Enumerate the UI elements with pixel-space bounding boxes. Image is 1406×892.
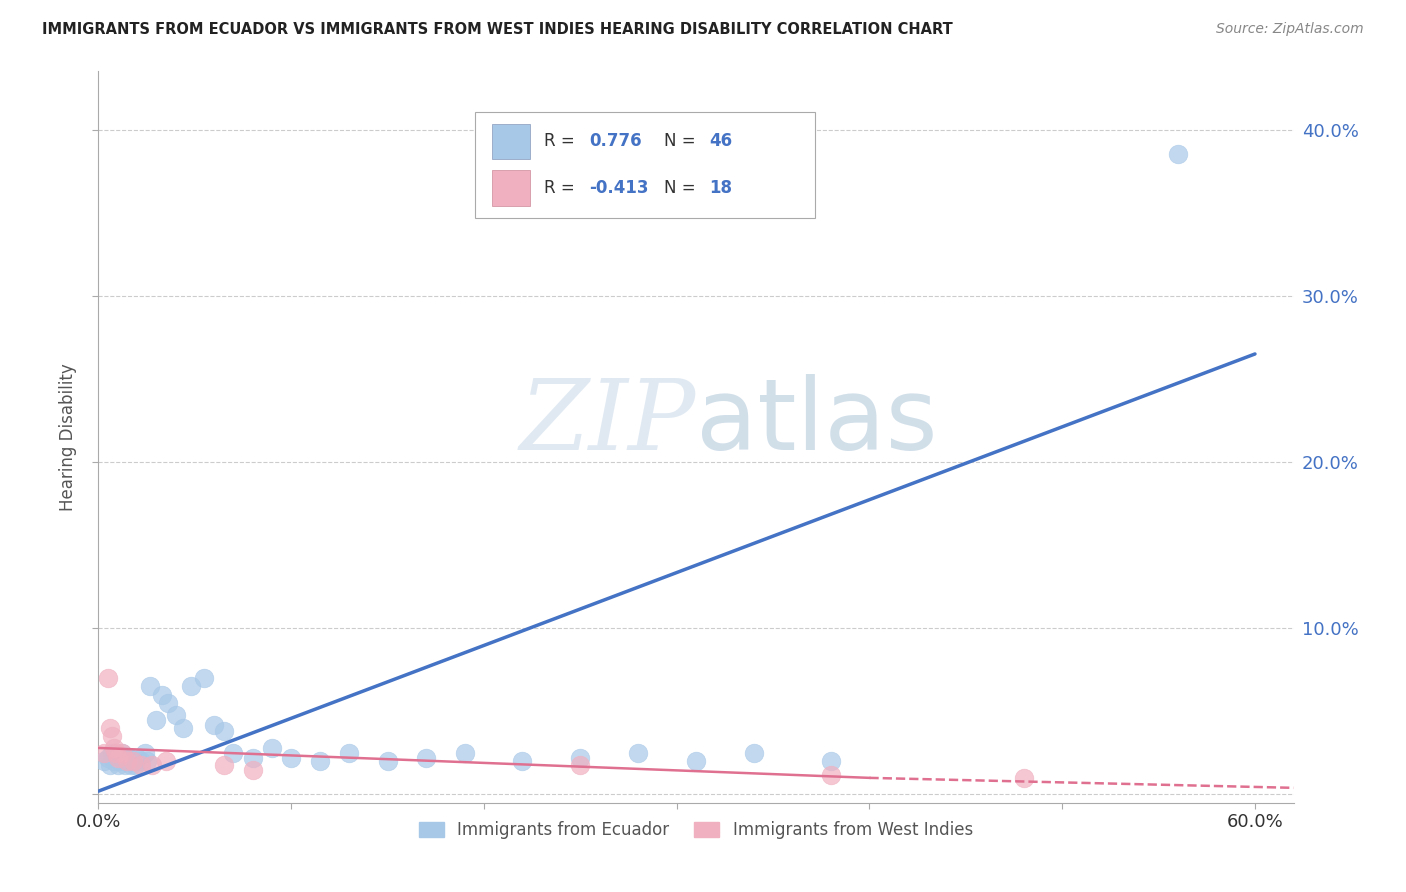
Text: -0.413: -0.413 xyxy=(589,179,650,197)
Point xyxy=(512,754,534,768)
Point xyxy=(820,754,842,768)
Bar xyxy=(492,170,530,205)
Point xyxy=(122,754,145,768)
Y-axis label: Hearing Disability: Hearing Disability xyxy=(59,363,77,511)
Point xyxy=(108,754,131,768)
Point xyxy=(172,721,194,735)
Text: IMMIGRANTS FROM ECUADOR VS IMMIGRANTS FROM WEST INDIES HEARING DISABILITY CORREL: IMMIGRANTS FROM ECUADOR VS IMMIGRANTS FR… xyxy=(42,22,953,37)
Point xyxy=(103,740,125,755)
Point xyxy=(193,671,215,685)
Point xyxy=(107,751,129,765)
Point xyxy=(1012,771,1035,785)
Point xyxy=(627,746,650,760)
Text: 0.776: 0.776 xyxy=(589,132,643,150)
Point xyxy=(260,740,283,755)
Point xyxy=(1167,147,1189,161)
Point xyxy=(155,754,177,768)
Point xyxy=(122,754,145,768)
Point xyxy=(309,754,332,768)
Point xyxy=(114,757,136,772)
Point xyxy=(212,724,235,739)
Text: ZIP: ZIP xyxy=(520,375,696,470)
Point xyxy=(212,757,235,772)
Point xyxy=(337,746,360,760)
Point xyxy=(104,751,127,765)
Point xyxy=(101,746,124,760)
Point xyxy=(569,751,592,765)
Point xyxy=(97,671,120,685)
Point xyxy=(124,757,146,772)
Point xyxy=(569,757,592,772)
Point xyxy=(97,751,120,765)
Point xyxy=(129,754,152,768)
Point xyxy=(104,746,127,760)
Point xyxy=(101,729,124,743)
Text: Source: ZipAtlas.com: Source: ZipAtlas.com xyxy=(1216,22,1364,37)
Point xyxy=(141,757,163,772)
Text: atlas: atlas xyxy=(696,374,938,471)
Text: N =: N = xyxy=(664,179,700,197)
Point xyxy=(117,754,139,768)
Point xyxy=(453,746,475,760)
Point xyxy=(180,680,202,694)
Point xyxy=(110,746,132,760)
FancyBboxPatch shape xyxy=(475,112,815,218)
Point xyxy=(377,754,399,768)
Text: R =: R = xyxy=(544,179,581,197)
Text: 18: 18 xyxy=(709,179,733,197)
Point xyxy=(118,751,141,765)
Point xyxy=(98,757,121,772)
Point xyxy=(135,754,157,768)
Point xyxy=(103,754,125,768)
Point xyxy=(117,754,139,768)
Point xyxy=(242,763,264,777)
Point xyxy=(742,746,765,760)
Point xyxy=(242,751,264,765)
Point xyxy=(415,751,437,765)
Point xyxy=(280,751,302,765)
Point xyxy=(98,721,121,735)
Text: 46: 46 xyxy=(709,132,733,150)
Point xyxy=(165,707,187,722)
Point xyxy=(93,754,115,768)
Point xyxy=(129,757,152,772)
Point xyxy=(139,680,162,694)
Point xyxy=(222,746,245,760)
Point xyxy=(107,757,129,772)
Text: N =: N = xyxy=(664,132,700,150)
Point xyxy=(820,767,842,781)
Point xyxy=(125,751,148,765)
Point xyxy=(110,746,132,760)
Point xyxy=(145,713,167,727)
Point xyxy=(120,757,142,772)
Point xyxy=(202,717,225,731)
Point xyxy=(685,754,707,768)
Point xyxy=(134,746,156,760)
Legend: Immigrants from Ecuador, Immigrants from West Indies: Immigrants from Ecuador, Immigrants from… xyxy=(412,814,980,846)
Point xyxy=(93,746,115,760)
Point xyxy=(150,688,173,702)
Bar xyxy=(492,124,530,159)
Point xyxy=(112,751,135,765)
Text: R =: R = xyxy=(544,132,581,150)
Point xyxy=(156,696,179,710)
